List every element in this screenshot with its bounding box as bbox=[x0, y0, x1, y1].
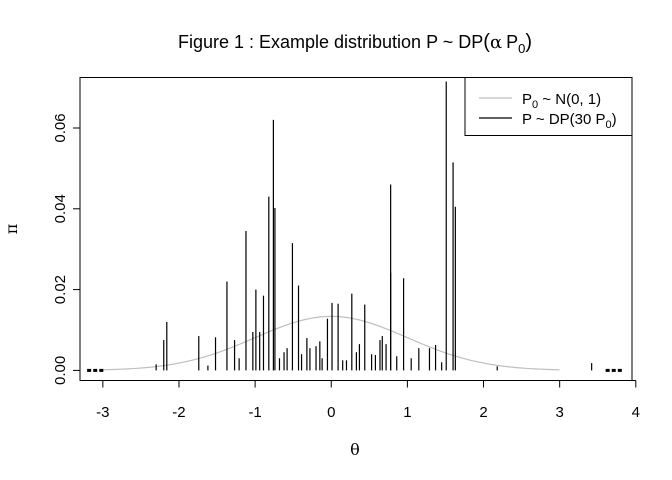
x-tick-label: 1 bbox=[403, 404, 411, 421]
chart-title-text: Figure 1 : Example distribution P ~ DP bbox=[178, 32, 483, 52]
atom-dot bbox=[93, 368, 98, 372]
x-tick-label: 2 bbox=[479, 404, 487, 421]
chart-title: Figure 1 : Example distribution P ~ DP(α… bbox=[178, 31, 532, 56]
atom-dot bbox=[605, 368, 610, 372]
y-tick-label: 0.00 bbox=[52, 356, 69, 385]
chart-title-alpha: α bbox=[490, 32, 502, 53]
legend-label-base-pre: P bbox=[522, 91, 532, 108]
base-curve-layer bbox=[102, 315, 560, 371]
legend-label-dp: P ~ DP(30 P0) bbox=[522, 111, 617, 131]
legend-label-base: P0 ~ N(0, 1) bbox=[522, 91, 601, 111]
y-tick-label: 0.04 bbox=[52, 194, 69, 223]
x-tick-label: -3 bbox=[96, 404, 109, 421]
atoms-layer bbox=[87, 81, 622, 372]
atom-dot bbox=[617, 368, 622, 372]
x-tick-label: -2 bbox=[172, 404, 185, 421]
y-axis-label: π bbox=[2, 224, 21, 235]
atom-dot bbox=[611, 368, 616, 372]
x-tick-label: 4 bbox=[632, 404, 640, 421]
legend-label-dp-post: ) bbox=[612, 111, 617, 128]
legend: P0 ~ N(0, 1) P ~ DP(30 P0) bbox=[464, 77, 633, 136]
y-tick-label: 0.02 bbox=[52, 275, 69, 304]
chart-title-subscript: 0 bbox=[518, 41, 525, 56]
x-tick-label: 3 bbox=[555, 404, 563, 421]
legend-label-dp-pre: P ~ DP(30 P bbox=[522, 111, 606, 128]
atom-dot bbox=[99, 368, 104, 372]
chart-title-paren-close: ) bbox=[525, 31, 532, 53]
legend-label-dp-sub: 0 bbox=[606, 119, 612, 131]
x-axis-label: θ bbox=[350, 440, 360, 459]
x-tick-label: -1 bbox=[248, 404, 261, 421]
y-axis: 0.00 0.02 0.04 0.06 bbox=[52, 113, 81, 385]
x-axis: -3 -2 -1 0 1 2 3 4 bbox=[96, 380, 640, 421]
base-curve bbox=[102, 315, 560, 371]
legend-label-base-post: ~ N(0, 1) bbox=[538, 91, 601, 108]
atom-dot bbox=[87, 368, 92, 372]
legend-label-base-sub: 0 bbox=[532, 99, 538, 111]
x-tick-label: 0 bbox=[327, 404, 335, 421]
chart-title-paren-open: ( bbox=[483, 31, 490, 53]
legend-box bbox=[464, 77, 633, 136]
chart-title-p: P bbox=[506, 32, 518, 52]
y-tick-label: 0.06 bbox=[52, 113, 69, 142]
